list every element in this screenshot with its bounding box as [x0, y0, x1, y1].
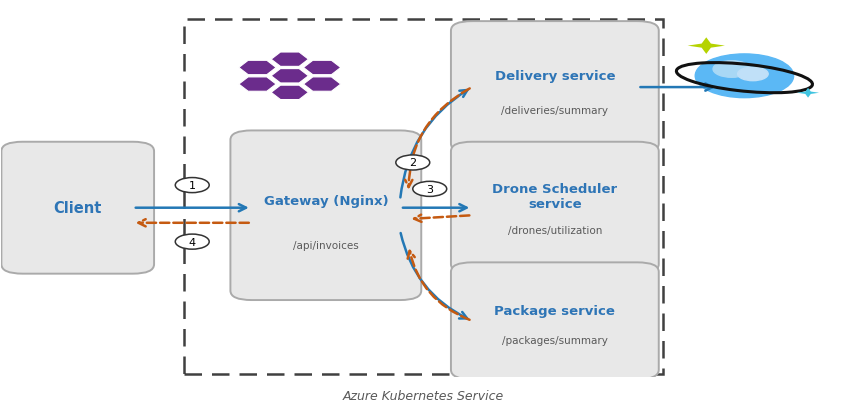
- Circle shape: [713, 61, 751, 78]
- Text: Client: Client: [54, 201, 102, 216]
- FancyBboxPatch shape: [451, 263, 659, 379]
- Text: Delivery service: Delivery service: [494, 70, 615, 83]
- Text: Azure Kubernetes Service: Azure Kubernetes Service: [343, 389, 504, 401]
- Text: /api/invoices: /api/invoices: [293, 241, 359, 251]
- Circle shape: [175, 235, 209, 249]
- Text: 4: 4: [189, 237, 196, 247]
- Circle shape: [175, 178, 209, 193]
- Circle shape: [695, 55, 794, 98]
- Polygon shape: [797, 89, 819, 98]
- Text: 1: 1: [189, 180, 196, 190]
- FancyBboxPatch shape: [451, 142, 659, 274]
- FancyBboxPatch shape: [451, 22, 659, 154]
- Text: /packages/summary: /packages/summary: [502, 336, 608, 346]
- Text: 3: 3: [426, 184, 433, 194]
- Polygon shape: [688, 38, 725, 55]
- Text: /deliveries/summary: /deliveries/summary: [501, 105, 608, 115]
- Circle shape: [738, 68, 768, 81]
- FancyBboxPatch shape: [231, 131, 421, 300]
- Text: /drones/utilization: /drones/utilization: [508, 226, 602, 236]
- Text: Drone Scheduler
service: Drone Scheduler service: [492, 183, 618, 211]
- Text: 2: 2: [409, 158, 416, 168]
- Circle shape: [413, 182, 447, 197]
- FancyBboxPatch shape: [2, 142, 154, 274]
- Circle shape: [396, 156, 430, 170]
- Text: Gateway (Nginx): Gateway (Nginx): [264, 194, 388, 207]
- Text: Package service: Package service: [494, 305, 615, 318]
